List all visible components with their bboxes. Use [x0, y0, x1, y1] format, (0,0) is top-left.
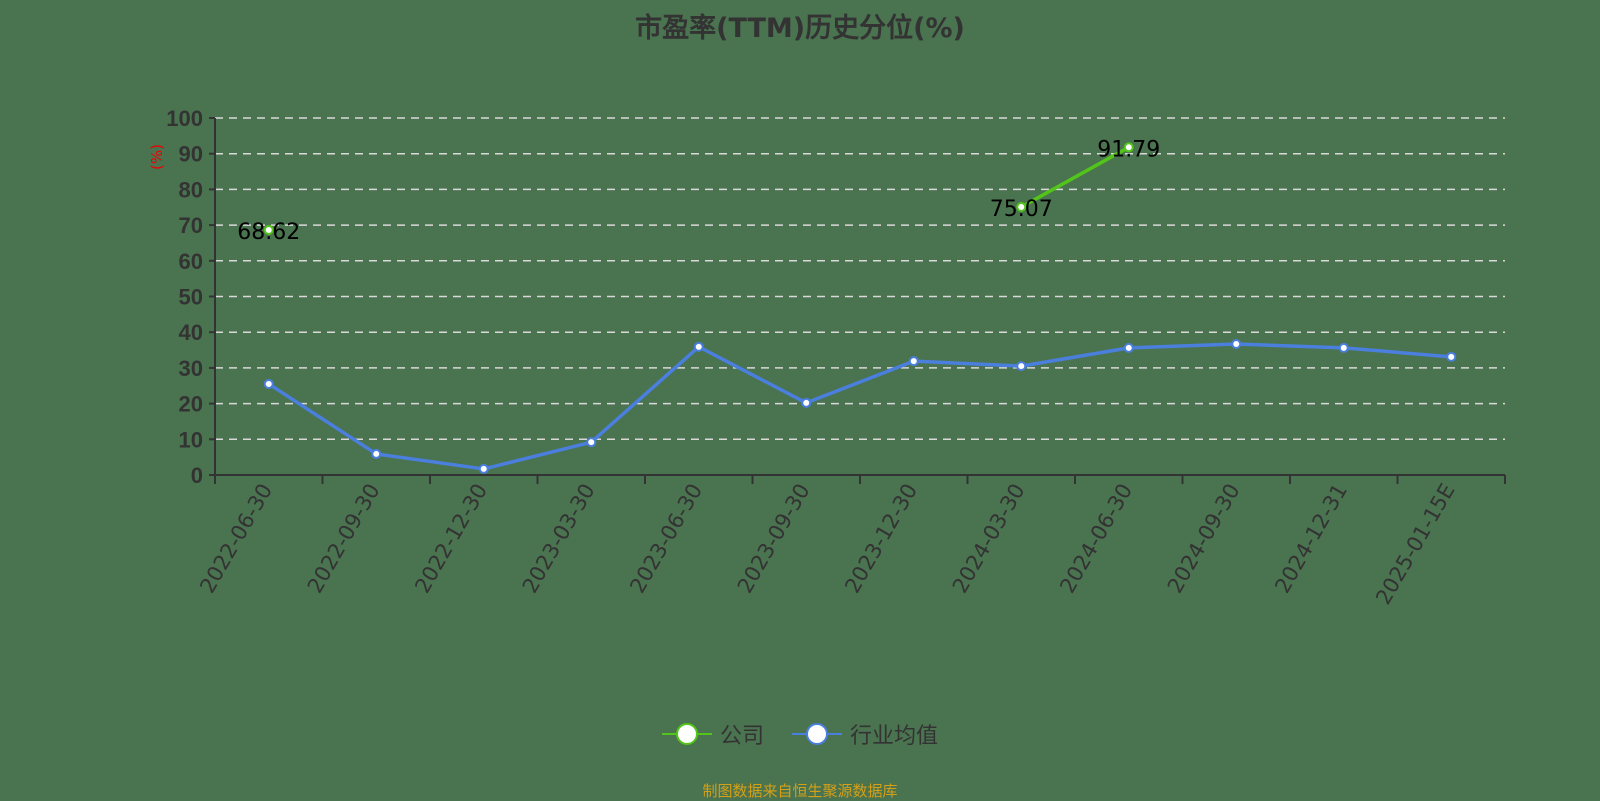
legend: 公司 行业均值	[0, 718, 1600, 750]
svg-text:90: 90	[179, 142, 203, 167]
svg-text:2024-06-30: 2024-06-30	[1055, 480, 1137, 598]
data-source-note: 制图数据来自恒生聚源数据库	[702, 782, 898, 800]
svg-text:50: 50	[179, 285, 203, 310]
svg-text:10: 10	[179, 427, 203, 452]
legend-item-company[interactable]: 公司	[661, 718, 764, 750]
svg-text:0: 0	[191, 463, 203, 488]
svg-text:2024-03-30: 2024-03-30	[948, 480, 1030, 598]
legend-item-industry-avg[interactable]: 行业均值	[792, 718, 938, 750]
svg-text:2022-06-30: 2022-06-30	[195, 480, 277, 598]
svg-text:30: 30	[179, 356, 203, 381]
svg-text:2023-12-30: 2023-12-30	[840, 480, 922, 598]
svg-text:80: 80	[179, 177, 203, 202]
svg-text:2025-01-15E: 2025-01-15E	[1371, 480, 1459, 609]
legend-marker-icon	[661, 722, 712, 746]
chart-title: 市盈率(TTM)历史分位(%)	[635, 13, 965, 44]
svg-text:70: 70	[179, 213, 203, 238]
legend-label: 行业均值	[850, 724, 939, 749]
svg-text:60: 60	[179, 249, 203, 274]
svg-text:2024-12-31: 2024-12-31	[1270, 480, 1352, 598]
svg-text:100: 100	[166, 106, 203, 131]
svg-text:20: 20	[179, 392, 203, 417]
svg-text:2023-06-30: 2023-06-30	[625, 480, 707, 598]
svg-text:2024-09-30: 2024-09-30	[1163, 480, 1245, 598]
svg-text:2022-09-30: 2022-09-30	[303, 480, 385, 598]
legend-marker-icon	[792, 722, 842, 746]
legend-label: 公司	[719, 724, 764, 749]
svg-text:40: 40	[179, 320, 203, 345]
svg-text:68.62: 68.62	[237, 220, 300, 245]
svg-text:75.07: 75.07	[990, 197, 1053, 222]
svg-text:(%): (%)	[148, 144, 166, 170]
svg-text:2023-09-30: 2023-09-30	[733, 480, 815, 598]
svg-text:91.79: 91.79	[1097, 137, 1160, 162]
svg-text:2023-03-30: 2023-03-30	[518, 480, 600, 598]
svg-text:2022-12-30: 2022-12-30	[410, 480, 492, 598]
